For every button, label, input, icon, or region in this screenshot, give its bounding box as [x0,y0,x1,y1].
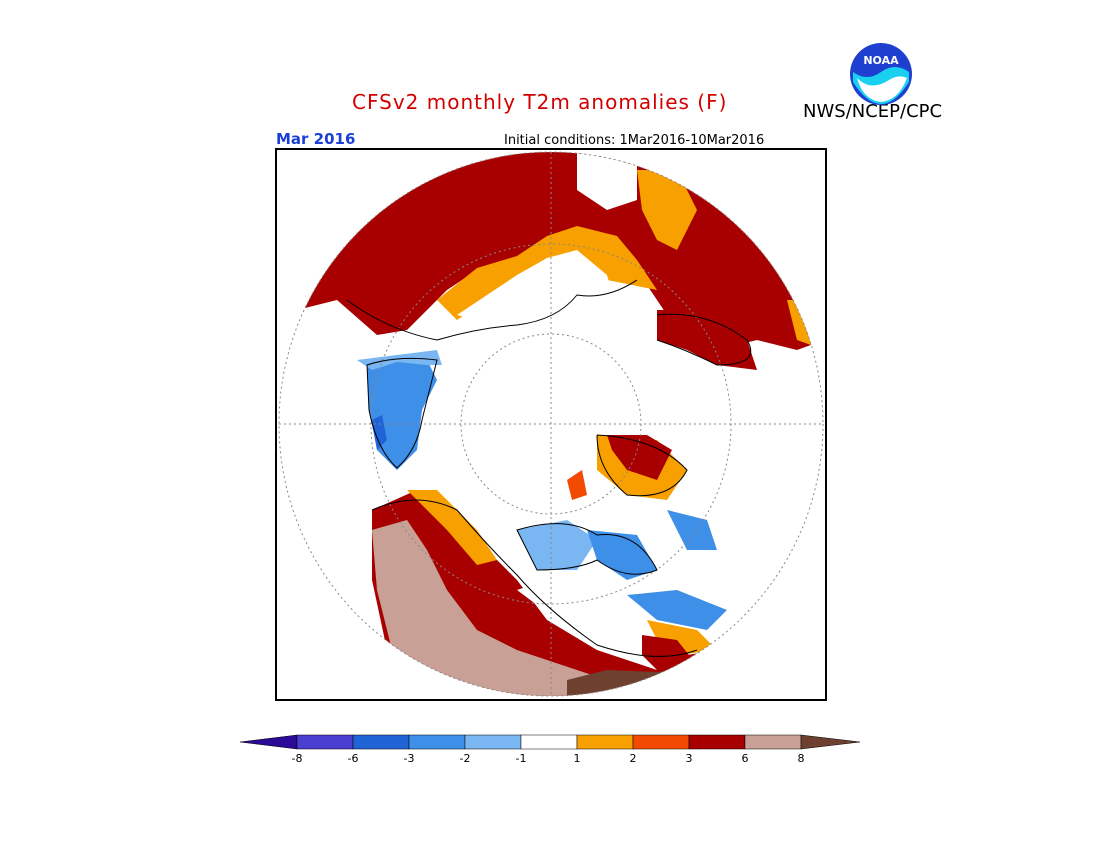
anomaly-region-arctic-orangered [567,470,587,500]
anomaly-region-canada-blue-1 [517,520,597,570]
colorbar-tick-label: -3 [403,752,415,765]
noaa-logo-text: NOAA [863,54,899,67]
forecast-month: Mar 2016 [276,130,356,148]
colorbar-tick-label: 8 [797,752,805,765]
colorbar-tick-label: 1 [573,752,581,765]
colorbar-swatch [520,734,578,750]
map-frame [275,148,827,701]
anomaly-region-canada-blue-2 [587,530,657,580]
colorbar-swatch [632,734,690,750]
colorbar-tick-label: -6 [347,752,359,765]
anomaly-region-greenland-blue [367,355,437,470]
anomaly-region-greenland-lightblue [357,350,442,370]
polar-map [278,151,824,697]
colorbar-swatch [408,734,466,750]
colorbar-swatch [240,734,298,750]
anomaly-region-canada-blue-3 [627,590,727,630]
map-title: CFSv2 monthly T2m anomalies (F) [352,90,728,114]
colorbar [240,734,860,750]
colorbar-swatch [352,734,410,750]
anomaly-region-pacific-blue [667,510,717,550]
colorbar-tick-label: 3 [685,752,693,765]
colorbar-tick-label: -2 [459,752,471,765]
colorbar-swatch [744,734,802,750]
colorbar-tick-label: 2 [629,752,637,765]
anomaly-region-namerica-tan [372,520,697,696]
org-label: NWS/NCEP/CPC [803,101,943,122]
anomaly-region-eurasia-white [457,250,617,325]
anomaly-region-canada-orange [647,620,717,655]
colorbar-swatch [688,734,746,750]
colorbar-tick-label: -8 [291,752,303,765]
anomaly-region-namerica-orange [407,490,497,565]
colorbar-swatch [576,734,634,750]
noaa-logo: NOAA [850,43,912,105]
colorbar-swatch [800,734,860,750]
initial-conditions: Initial conditions: 1Mar2016-10Mar2016 [504,133,765,148]
anomaly-region-canada-red [642,635,697,670]
colorbar-tick-label: 6 [741,752,749,765]
colorbar-swatch [296,734,354,750]
colorbar-tick-label: -1 [515,752,527,765]
anomaly-region-arctic-red [607,435,672,480]
colorbar-swatch [464,734,522,750]
anomaly-region-bering-red [657,310,757,370]
anomaly-region-siberia-white [577,152,637,210]
anomaly-region-east-orange [637,170,697,250]
